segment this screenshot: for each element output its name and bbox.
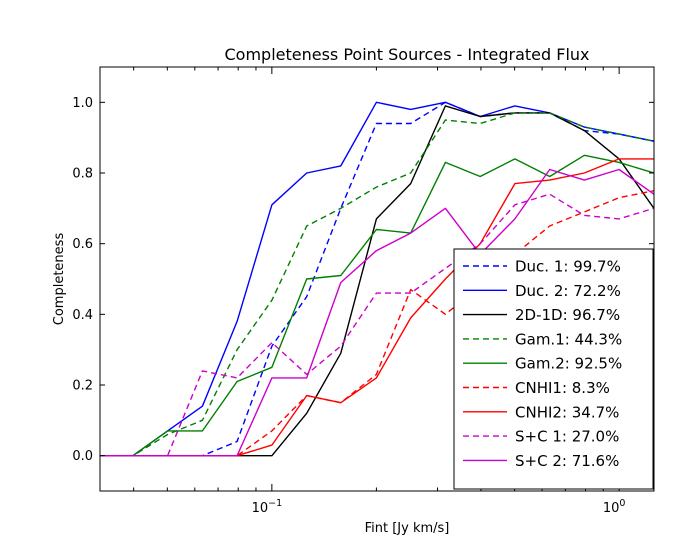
- y-axis-ticks: 0.0 0.2 0.4 0.6 0.8 1.0: [72, 96, 654, 464]
- x-axis-label: Fint [Jy km/s]: [365, 521, 450, 536]
- y-tick-label: 0.4: [72, 308, 93, 323]
- series-line-7: [100, 193, 654, 457]
- legend-label: Gam.1: 44.3%: [515, 330, 622, 348]
- y-tick-label: 0.6: [72, 237, 93, 252]
- legend-box: [453, 248, 654, 490]
- legend-label: CNHI2: 34.7%: [515, 403, 619, 421]
- legend-label: Gam.2: 92.5%: [515, 355, 622, 373]
- legend-label: Duc. 2: 72.2%: [515, 282, 621, 300]
- x-tick-label: 10−1: [252, 498, 283, 516]
- x-tick-base: 10: [603, 501, 620, 516]
- series-lines: [100, 101, 654, 457]
- x-tick-exponent: 0: [619, 498, 625, 509]
- legend: Duc. 1: 99.7% Duc. 2: 72.2% 2D-1D: 96.7% Ga…: [453, 248, 654, 490]
- axes-frame: [99, 66, 655, 492]
- series-line-8: [100, 168, 654, 457]
- chart-title: Completeness Point Sources - Integrated …: [224, 45, 589, 64]
- legend-label: Duc. 1: 99.7%: [515, 258, 621, 276]
- y-tick-label: 1.0: [72, 96, 93, 111]
- x-tick-exponent: −1: [268, 498, 282, 509]
- y-tick-label: 0.8: [72, 167, 93, 182]
- legend-label: S+C 1: 27.0%: [515, 428, 619, 446]
- legend-label: S+C 2: 71.6%: [515, 452, 619, 470]
- plot-area: 0.00.20.40.60.81.010−1 100: [72, 66, 655, 516]
- y-axis-label: Completeness: [52, 233, 67, 326]
- y-tick-label: 0.2: [72, 379, 93, 394]
- series-line-3: [100, 112, 654, 457]
- legend-label: 2D-1D: 96.7%: [515, 306, 620, 324]
- x-tick-base: 10: [252, 501, 269, 516]
- legend-label: CNHI1: 8.3%: [515, 379, 610, 397]
- series-line-4: [100, 154, 654, 457]
- x-tick-label: 100: [603, 498, 626, 516]
- y-tick-label: 0.0: [72, 449, 93, 464]
